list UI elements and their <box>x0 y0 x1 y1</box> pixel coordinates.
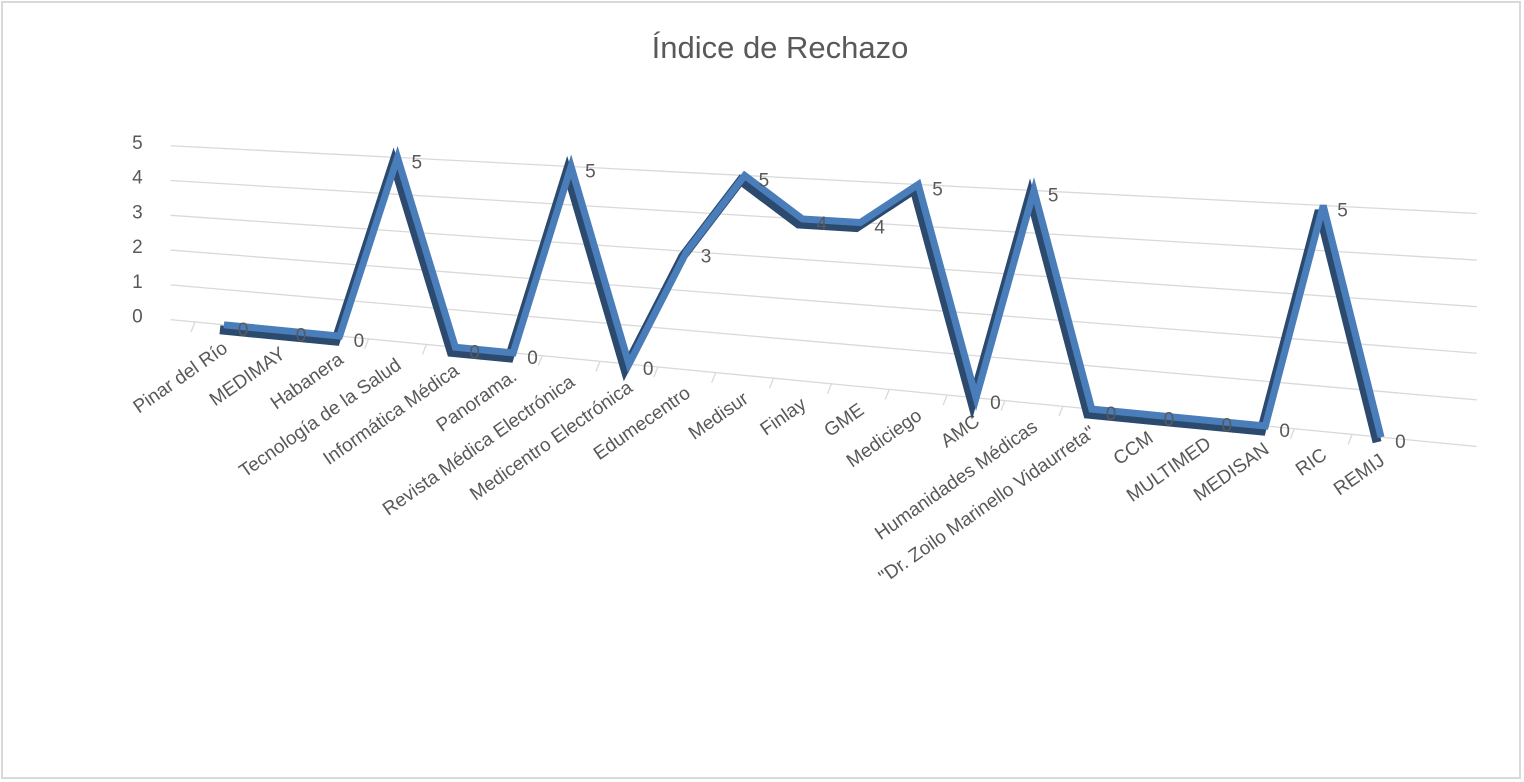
data-label: 0 <box>296 325 307 346</box>
x-tick <box>1289 428 1295 440</box>
line-shadow <box>219 147 1382 444</box>
data-label: 0 <box>1279 421 1290 442</box>
data-label: 0 <box>527 348 538 369</box>
data-label: 0 <box>1106 404 1117 425</box>
data-label: 0 <box>990 393 1001 414</box>
data-label: 0 <box>469 342 480 363</box>
y-tick-label: 2 <box>132 237 143 258</box>
grid-line <box>170 284 1477 401</box>
x-tick <box>768 377 775 389</box>
data-label: 0 <box>1395 432 1406 453</box>
x-tick <box>537 355 543 366</box>
grid-line <box>170 145 1477 215</box>
chart-title: Índice de Rechazo <box>652 30 909 65</box>
data-label: 5 <box>412 153 423 174</box>
data-label: 0 <box>1222 415 1233 436</box>
x-tick <box>1000 400 1006 411</box>
y-tick-label: 1 <box>132 272 143 293</box>
y-tick-label: 5 <box>132 133 143 154</box>
data-label: 5 <box>1337 201 1348 222</box>
x-tick <box>826 383 833 395</box>
data-label: 3 <box>701 246 712 267</box>
x-tick <box>942 394 948 406</box>
y-tick-label: 3 <box>132 202 143 223</box>
x-tick <box>595 361 601 372</box>
x-tick <box>653 366 659 378</box>
y-tick-label: 4 <box>132 168 143 189</box>
x-tick <box>711 372 717 383</box>
x-tick <box>1347 434 1353 445</box>
grid-line <box>170 214 1477 308</box>
data-label: 5 <box>759 171 770 192</box>
data-label: 0 <box>354 331 365 352</box>
data-label: 0 <box>643 359 654 380</box>
y-tick-label: 0 <box>132 307 143 328</box>
line <box>223 145 1385 439</box>
data-label: 5 <box>585 162 596 183</box>
x-tick <box>1058 406 1064 417</box>
x-tick <box>190 321 196 333</box>
data-label: 0 <box>238 320 249 341</box>
x-tick <box>884 389 890 400</box>
data-label: 4 <box>817 214 828 235</box>
x-tick <box>421 344 428 355</box>
data-label: 0 <box>1164 410 1175 431</box>
grid-line <box>170 249 1477 354</box>
x-tick <box>363 338 370 350</box>
data-label: 5 <box>1048 186 1059 207</box>
data-label: 5 <box>932 180 943 201</box>
data-label: 4 <box>874 218 885 239</box>
